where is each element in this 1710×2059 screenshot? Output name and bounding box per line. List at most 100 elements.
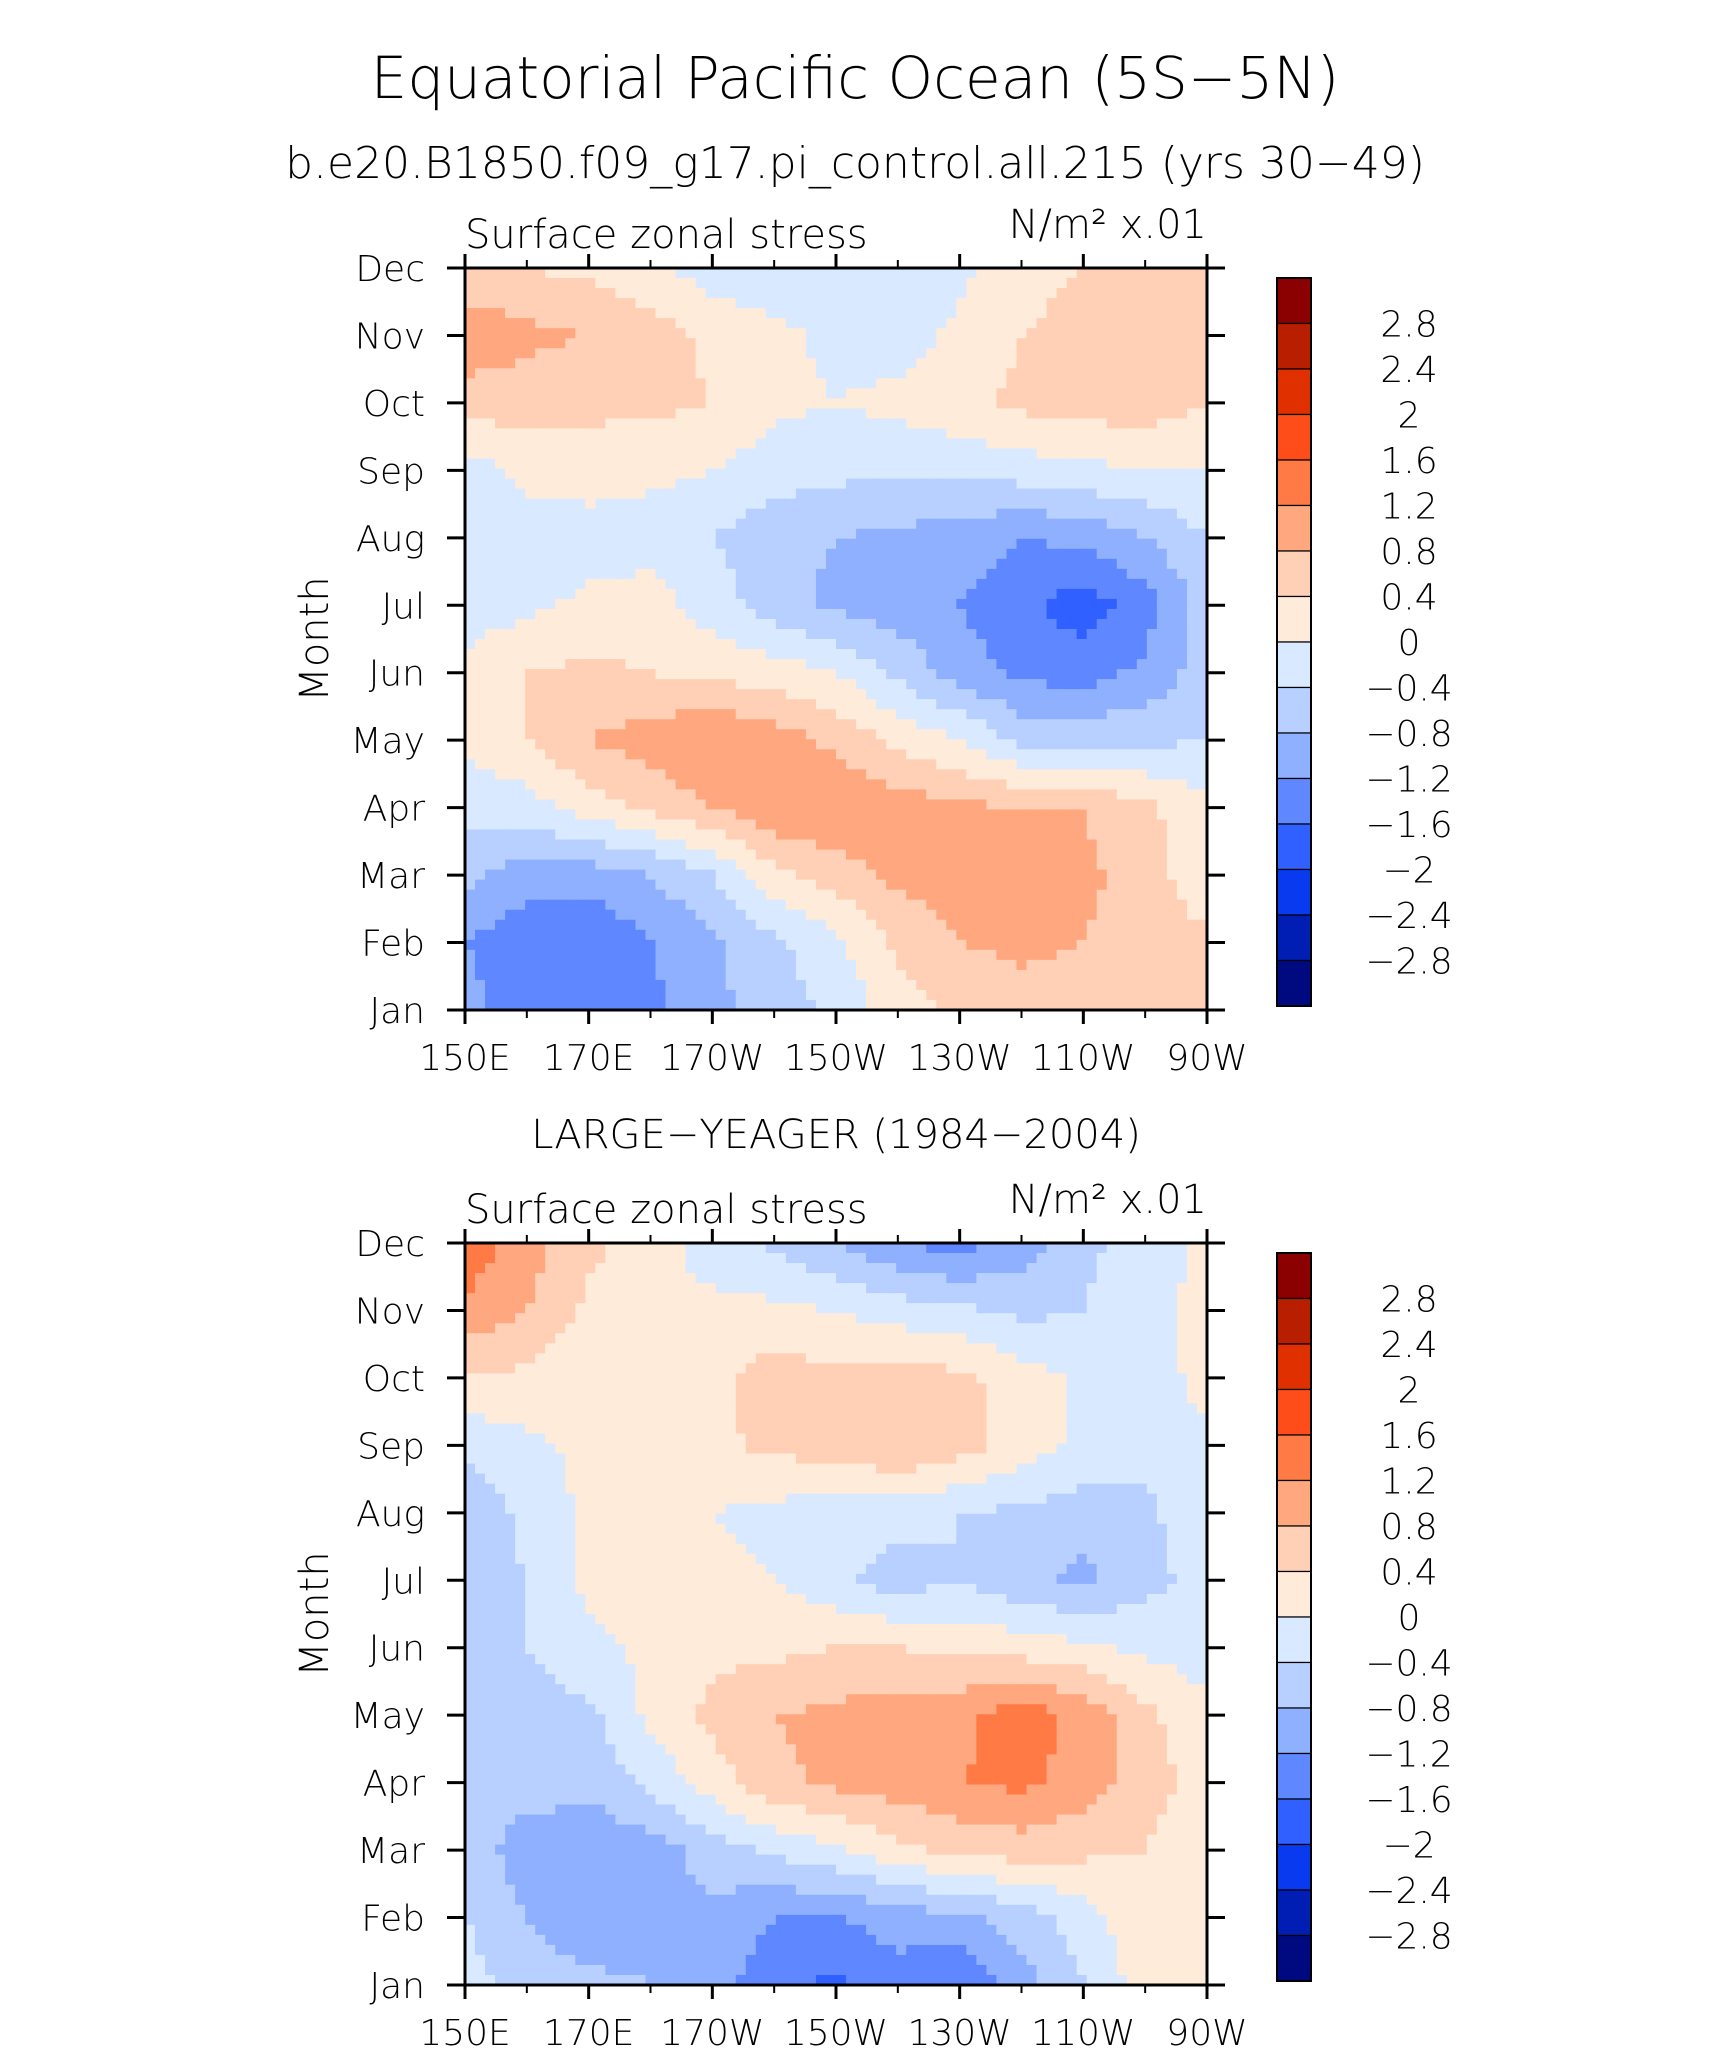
- contour-cell: [916, 528, 927, 540]
- contour-cell: [976, 849, 988, 861]
- contour-cell: [876, 528, 887, 540]
- contour-cell: [1146, 298, 1158, 309]
- contour-cell: [876, 498, 887, 510]
- contour-cell: [775, 518, 787, 530]
- contour-cell: [906, 929, 917, 941]
- contour-cell: [505, 428, 516, 440]
- contour-cell: [1076, 598, 1088, 610]
- contour-cell: [1176, 719, 1188, 730]
- contour-cell: [886, 338, 897, 349]
- contour-cell: [765, 328, 777, 339]
- contour-cell: [665, 368, 677, 379]
- contour-cell: [946, 378, 957, 389]
- contour-cell: [605, 508, 617, 520]
- contour-cell: [525, 608, 536, 620]
- contour-cell: [1096, 929, 1108, 941]
- contour-cell: [1126, 699, 1138, 710]
- contour-cell: [916, 809, 927, 821]
- contour-cell: [876, 378, 887, 389]
- contour-cell: [795, 618, 807, 630]
- contour-cell: [755, 719, 767, 730]
- contour-cell: [795, 709, 807, 720]
- contour-cell: [976, 699, 988, 710]
- contour-cell: [1046, 839, 1058, 851]
- contour-cell: [906, 558, 917, 570]
- contour-cell: [825, 709, 837, 720]
- contour-cell: [565, 729, 576, 740]
- contour-cell: [655, 929, 667, 941]
- contour-cell: [735, 628, 747, 640]
- contour-cell: [465, 528, 476, 540]
- contour-cell: [966, 799, 977, 811]
- contour-cell: [765, 919, 777, 931]
- contour-cell: [1096, 338, 1108, 349]
- contour-cell: [976, 909, 988, 921]
- contour-cell: [665, 508, 677, 520]
- contour-cell: [1176, 919, 1188, 931]
- contour-cell: [765, 448, 777, 460]
- contour-cell: [555, 689, 566, 700]
- contour-cell: [545, 318, 556, 329]
- contour-cell: [896, 779, 907, 791]
- contour-cell: [1086, 438, 1098, 450]
- contour-cell: [525, 308, 536, 319]
- contour-cell: [1086, 809, 1098, 821]
- contour-cell: [495, 458, 506, 470]
- contour-cell: [926, 909, 937, 921]
- contour-cell: [856, 709, 867, 720]
- contour-cell: [545, 568, 556, 580]
- contour-cell: [815, 879, 827, 891]
- contour-cell: [745, 939, 757, 951]
- contour-cell: [595, 679, 606, 690]
- contour-cell: [605, 278, 617, 289]
- contour-cell: [715, 739, 727, 750]
- contour-cell: [966, 869, 977, 881]
- contour-cell: [896, 448, 907, 460]
- contour-cell: [805, 398, 817, 409]
- contour-cell: [655, 859, 667, 871]
- contour-cell: [485, 538, 496, 550]
- contour-cell: [886, 428, 897, 440]
- contour-cell: [565, 759, 576, 770]
- contour-cell: [505, 508, 516, 520]
- contour-cell: [1186, 348, 1198, 359]
- contour-cell: [735, 598, 747, 610]
- contour-cell: [1036, 749, 1048, 760]
- contour-cell: [585, 398, 596, 409]
- contour-cell: [805, 809, 817, 821]
- contour-cell: [856, 779, 867, 791]
- contour-cell: [715, 669, 727, 680]
- contour-cell: [795, 288, 807, 299]
- contour-cell: [1196, 749, 1207, 760]
- contour-cell: [515, 448, 526, 460]
- contour-cell: [595, 639, 606, 650]
- contour-cell: [876, 548, 887, 560]
- contour-cell: [785, 719, 797, 730]
- contour-cell: [1116, 679, 1128, 690]
- contour-cell: [745, 588, 757, 600]
- contour-cell: [1056, 909, 1068, 921]
- contour-cell: [705, 679, 717, 690]
- contour-cell: [1176, 278, 1188, 289]
- contour-cell: [515, 328, 526, 339]
- contour-cell: [1006, 649, 1018, 660]
- contour-cell: [1016, 699, 1028, 710]
- contour-cell: [465, 679, 476, 690]
- contour-cell: [585, 378, 596, 389]
- contour-cell: [635, 889, 647, 901]
- contour-cell: [565, 278, 576, 289]
- contour-cell: [465, 689, 476, 700]
- contour-cell: [605, 839, 617, 851]
- contour-cell: [775, 679, 787, 690]
- contour-cell: [655, 448, 667, 460]
- contour-cell: [1136, 388, 1148, 399]
- contour-cell: [1106, 749, 1118, 760]
- contour-cell: [535, 548, 546, 560]
- contour-cell: [846, 779, 857, 791]
- contour-cell: [986, 919, 998, 931]
- contour-cell: [575, 779, 586, 791]
- contour-cell: [896, 518, 907, 530]
- contour-cell: [836, 468, 847, 480]
- contour-cell: [1186, 879, 1198, 891]
- contour-cell: [926, 809, 937, 821]
